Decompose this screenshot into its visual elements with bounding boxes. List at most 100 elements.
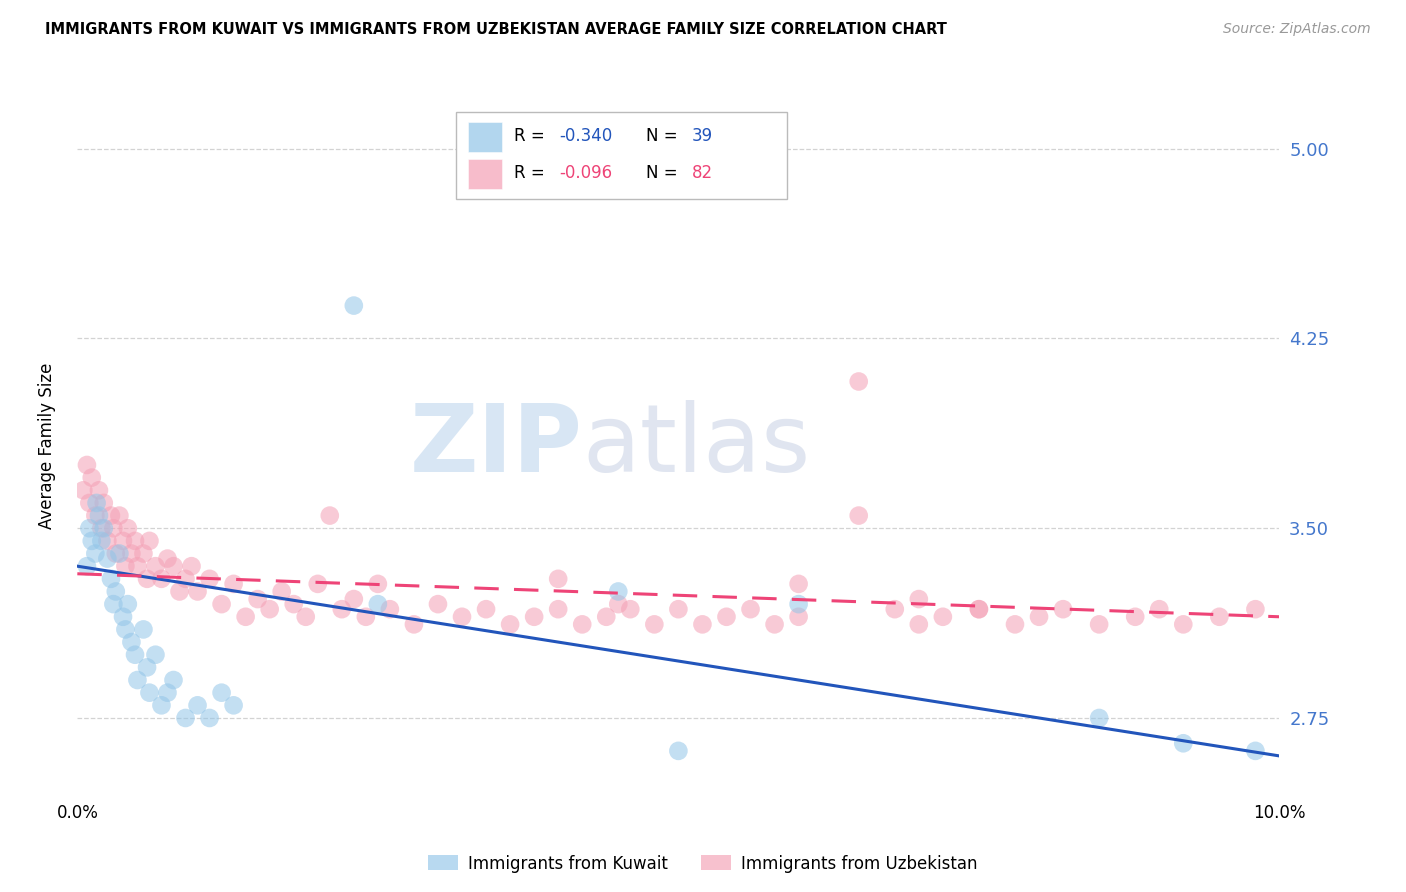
Point xyxy=(108,547,131,561)
Point xyxy=(547,572,569,586)
Point xyxy=(367,597,389,611)
Point xyxy=(84,508,107,523)
Text: R =: R = xyxy=(513,128,550,145)
Point xyxy=(1004,617,1026,632)
Point xyxy=(246,592,269,607)
Point xyxy=(76,559,98,574)
Point xyxy=(132,547,155,561)
Point xyxy=(162,673,184,687)
Point xyxy=(451,609,474,624)
Point xyxy=(908,592,931,607)
Point xyxy=(100,572,122,586)
Point xyxy=(235,609,257,624)
Point xyxy=(100,508,122,523)
Point xyxy=(136,572,159,586)
Point xyxy=(114,623,136,637)
Point xyxy=(378,602,401,616)
FancyBboxPatch shape xyxy=(456,112,786,199)
Point xyxy=(270,584,292,599)
Point xyxy=(1028,609,1050,624)
Text: ZIP: ZIP xyxy=(409,400,582,492)
Point xyxy=(111,533,134,548)
Point xyxy=(120,635,142,649)
Text: 82: 82 xyxy=(692,164,713,182)
Point xyxy=(475,602,498,616)
Point xyxy=(1173,617,1195,632)
Point xyxy=(211,597,233,611)
Point xyxy=(138,686,160,700)
Point xyxy=(967,602,990,616)
Point xyxy=(1208,609,1230,624)
Point xyxy=(1088,711,1111,725)
Point xyxy=(127,559,149,574)
Point xyxy=(76,458,98,472)
Point xyxy=(354,609,377,624)
Point xyxy=(211,686,233,700)
Point xyxy=(967,602,990,616)
Point xyxy=(93,521,115,535)
Point xyxy=(103,597,125,611)
Point xyxy=(145,559,167,574)
Point xyxy=(72,483,94,498)
Point xyxy=(607,584,630,599)
Point xyxy=(1123,609,1146,624)
FancyBboxPatch shape xyxy=(468,122,502,152)
Point xyxy=(96,533,118,548)
Point xyxy=(96,551,118,566)
Point xyxy=(607,597,630,611)
Point xyxy=(1052,602,1074,616)
Point xyxy=(908,617,931,632)
Text: 39: 39 xyxy=(692,128,713,145)
Point xyxy=(104,584,127,599)
Point xyxy=(499,617,522,632)
Point xyxy=(86,496,108,510)
Point xyxy=(547,602,569,616)
Point xyxy=(90,521,112,535)
Text: -0.096: -0.096 xyxy=(560,164,613,182)
Point xyxy=(90,533,112,548)
Point xyxy=(619,602,641,616)
Point xyxy=(93,496,115,510)
Point xyxy=(120,547,142,561)
Point xyxy=(787,597,810,611)
Point xyxy=(104,547,127,561)
Point xyxy=(848,375,870,389)
Point xyxy=(187,584,209,599)
Point xyxy=(523,609,546,624)
Point xyxy=(319,508,342,523)
Point xyxy=(198,711,221,725)
Point xyxy=(79,521,101,535)
Point xyxy=(330,602,353,616)
Point xyxy=(84,547,107,561)
Point xyxy=(198,572,221,586)
Point xyxy=(222,698,245,713)
Point xyxy=(1244,744,1267,758)
Y-axis label: Average Family Size: Average Family Size xyxy=(38,363,56,529)
Point xyxy=(162,559,184,574)
Point xyxy=(150,572,173,586)
Point xyxy=(668,602,690,616)
Point xyxy=(1088,617,1111,632)
Point xyxy=(402,617,425,632)
Point xyxy=(114,559,136,574)
Point xyxy=(427,597,450,611)
Text: N =: N = xyxy=(645,128,683,145)
Point xyxy=(103,521,125,535)
Point xyxy=(138,533,160,548)
Text: N =: N = xyxy=(645,164,683,182)
Point xyxy=(127,673,149,687)
Point xyxy=(169,584,191,599)
Point xyxy=(111,609,134,624)
Point xyxy=(174,572,197,586)
Point xyxy=(294,609,316,624)
Point xyxy=(848,508,870,523)
Point xyxy=(787,609,810,624)
Point xyxy=(1244,602,1267,616)
Point xyxy=(763,617,786,632)
Point xyxy=(1173,736,1195,750)
Point xyxy=(259,602,281,616)
Text: R =: R = xyxy=(513,164,550,182)
Point xyxy=(1149,602,1171,616)
Point xyxy=(692,617,714,632)
Point xyxy=(187,698,209,713)
